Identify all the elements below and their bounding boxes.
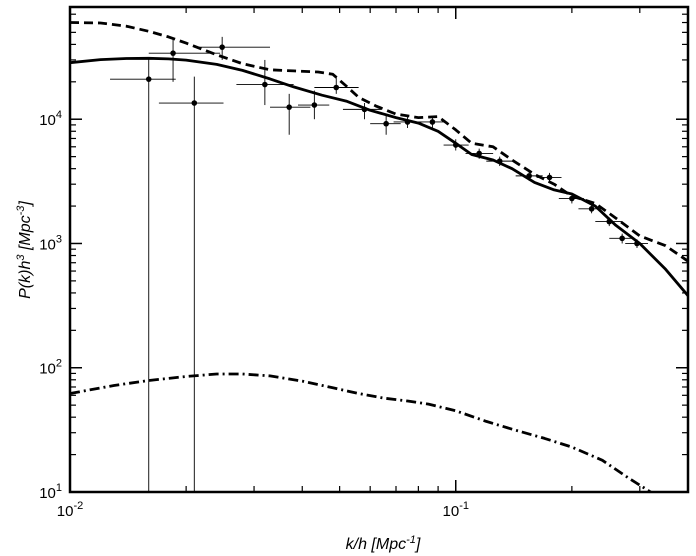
- data-point: [569, 195, 575, 202]
- x-axis-label: k/h [Mpc-1]: [346, 534, 421, 553]
- plot-frame: [68, 5, 690, 494]
- data-point: [262, 81, 268, 88]
- data-point: [476, 150, 482, 157]
- data-point: [526, 173, 532, 179]
- x-tick-label: 10-1: [443, 500, 469, 520]
- data-point: [145, 76, 152, 82]
- data-point: [588, 206, 595, 212]
- y-axis-label: P(k)h3 [Mpc-3]: [15, 201, 34, 299]
- y-tick-label: 104: [39, 109, 62, 129]
- y-tick-label: 101: [39, 482, 62, 502]
- data-point: [170, 50, 176, 56]
- data-point: [404, 119, 411, 125]
- data-points: [145, 44, 640, 247]
- data-point: [383, 120, 389, 127]
- series-line-dashed: [69, 21, 689, 263]
- data-point: [191, 100, 198, 106]
- y-tick-labels: 101 102 103 104: [39, 109, 62, 502]
- data-point: [311, 102, 318, 108]
- y-tick-label: 102: [39, 358, 62, 378]
- data-point: [496, 158, 503, 164]
- data-point: [219, 44, 225, 50]
- series-line-dash-dot: [69, 372, 652, 494]
- x-tick-labels: 10-2 10-1: [57, 500, 469, 520]
- data-point: [619, 235, 625, 242]
- data-point: [333, 84, 340, 91]
- data-point: [606, 218, 613, 225]
- y-tick-label: 103: [39, 233, 62, 253]
- data-point: [361, 106, 368, 113]
- data-point: [286, 104, 292, 110]
- data-point: [452, 142, 459, 148]
- data-point: [429, 119, 436, 125]
- x-tick-label: 10-2: [57, 500, 83, 520]
- data-point: [634, 240, 640, 247]
- data-point: [546, 174, 553, 181]
